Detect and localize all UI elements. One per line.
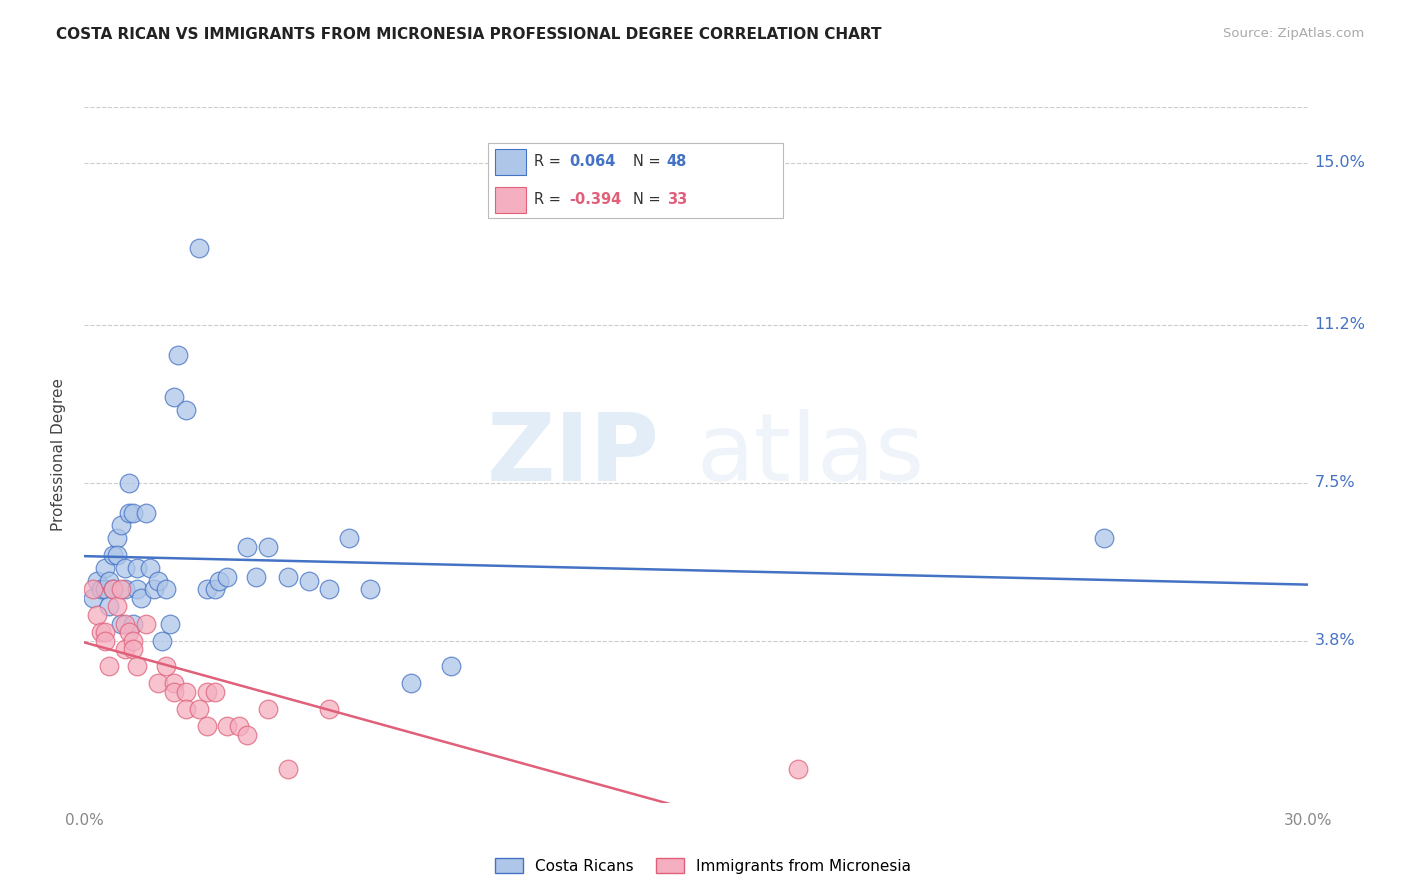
Point bbox=[787, 762, 810, 776]
Point bbox=[93, 625, 115, 640]
Text: 3.8%: 3.8% bbox=[1315, 633, 1355, 648]
Point bbox=[90, 625, 112, 640]
Point bbox=[118, 475, 141, 490]
Point bbox=[122, 616, 145, 631]
Point bbox=[110, 518, 132, 533]
Point bbox=[187, 241, 209, 255]
Point bbox=[228, 719, 250, 733]
Point bbox=[135, 506, 157, 520]
Point bbox=[97, 599, 120, 614]
Point bbox=[277, 762, 299, 776]
Point bbox=[298, 574, 321, 588]
Point bbox=[155, 582, 177, 597]
Point bbox=[174, 702, 197, 716]
Point bbox=[245, 569, 267, 583]
Point bbox=[90, 582, 112, 597]
Point bbox=[127, 561, 149, 575]
Point bbox=[114, 561, 136, 575]
Point bbox=[163, 685, 186, 699]
Point bbox=[159, 616, 181, 631]
Point bbox=[86, 574, 108, 588]
Point bbox=[105, 599, 128, 614]
Point bbox=[110, 582, 132, 597]
Point bbox=[82, 591, 104, 605]
Point bbox=[127, 659, 149, 673]
Point bbox=[142, 582, 165, 597]
Point bbox=[440, 659, 463, 673]
Point bbox=[110, 616, 132, 631]
Point bbox=[122, 633, 145, 648]
Point bbox=[257, 540, 280, 554]
Point bbox=[195, 719, 218, 733]
Point bbox=[118, 625, 141, 640]
Point bbox=[217, 569, 239, 583]
Text: 7.5%: 7.5% bbox=[1315, 475, 1355, 491]
Text: 48: 48 bbox=[666, 154, 688, 169]
Text: R =: R = bbox=[534, 193, 567, 208]
Point bbox=[236, 727, 259, 741]
Point bbox=[339, 531, 360, 545]
Point bbox=[1092, 531, 1115, 545]
Point bbox=[163, 390, 186, 404]
Point bbox=[399, 676, 422, 690]
Point bbox=[101, 548, 124, 562]
Point bbox=[127, 582, 149, 597]
Point bbox=[359, 582, 381, 597]
Text: COSTA RICAN VS IMMIGRANTS FROM MICRONESIA PROFESSIONAL DEGREE CORRELATION CHART: COSTA RICAN VS IMMIGRANTS FROM MICRONESI… bbox=[56, 27, 882, 42]
Point bbox=[101, 582, 124, 597]
Point bbox=[118, 506, 141, 520]
Point bbox=[101, 582, 124, 597]
Text: 15.0%: 15.0% bbox=[1315, 155, 1365, 170]
Point bbox=[155, 659, 177, 673]
Point bbox=[138, 561, 160, 575]
Text: R =: R = bbox=[534, 154, 567, 169]
Legend: Costa Ricans, Immigrants from Micronesia: Costa Ricans, Immigrants from Micronesia bbox=[489, 852, 917, 880]
Text: 33: 33 bbox=[666, 193, 688, 208]
Point bbox=[217, 719, 239, 733]
Point bbox=[86, 607, 108, 622]
Point bbox=[146, 676, 169, 690]
Point bbox=[187, 702, 209, 716]
Point bbox=[93, 561, 115, 575]
Point bbox=[318, 702, 340, 716]
Point bbox=[93, 633, 115, 648]
Text: 0.064: 0.064 bbox=[569, 154, 616, 169]
Point bbox=[114, 582, 136, 597]
Point bbox=[105, 548, 128, 562]
Point bbox=[93, 582, 115, 597]
Point bbox=[195, 582, 218, 597]
Point bbox=[146, 574, 169, 588]
Text: N =: N = bbox=[633, 193, 665, 208]
Point bbox=[236, 540, 259, 554]
Point bbox=[204, 685, 226, 699]
Point bbox=[114, 616, 136, 631]
Point bbox=[163, 676, 186, 690]
Point bbox=[204, 582, 226, 597]
Point bbox=[122, 642, 145, 657]
Point bbox=[135, 616, 157, 631]
Text: N =: N = bbox=[633, 154, 665, 169]
Text: ZIP: ZIP bbox=[486, 409, 659, 501]
Point bbox=[174, 403, 197, 417]
Point bbox=[97, 574, 120, 588]
Text: Source: ZipAtlas.com: Source: ZipAtlas.com bbox=[1223, 27, 1364, 40]
Point bbox=[114, 642, 136, 657]
Y-axis label: Professional Degree: Professional Degree bbox=[51, 378, 66, 532]
Point bbox=[277, 569, 299, 583]
Point bbox=[131, 591, 153, 605]
Point bbox=[174, 685, 197, 699]
Point bbox=[318, 582, 340, 597]
Point bbox=[150, 633, 173, 648]
Point bbox=[208, 574, 231, 588]
Point bbox=[167, 348, 190, 362]
Point bbox=[257, 702, 280, 716]
Point bbox=[82, 582, 104, 597]
Point bbox=[105, 531, 128, 545]
Point bbox=[195, 685, 218, 699]
Text: 11.2%: 11.2% bbox=[1315, 318, 1365, 332]
Text: -0.394: -0.394 bbox=[569, 193, 621, 208]
Point bbox=[97, 659, 120, 673]
Text: atlas: atlas bbox=[696, 409, 924, 501]
Point bbox=[122, 506, 145, 520]
